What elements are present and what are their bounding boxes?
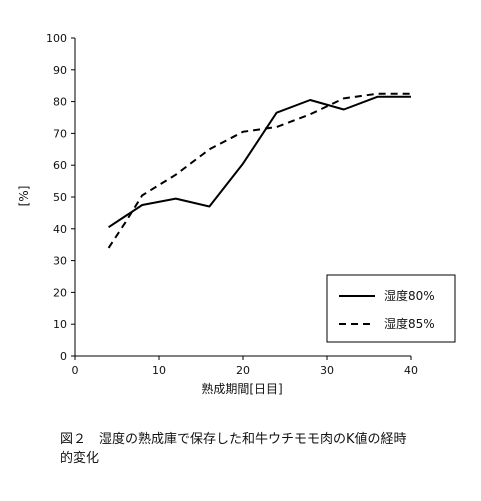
- y-tick-label: 70: [53, 127, 67, 140]
- figure-caption: 図２ 湿度の熟成庫で保存した和牛ウチモモ肉のK値の経時 的変化: [60, 430, 470, 468]
- series-line-2: [107, 92, 411, 249]
- x-axis-title: 熟成期間[日目]: [201, 381, 282, 396]
- ticks: 0 10 20 30 40 50 60 70 80 90 100 0 10 20 30 40: [46, 32, 418, 377]
- legend-label-2: 湿度85%: [384, 316, 435, 331]
- y-tick-label: 80: [53, 96, 67, 109]
- legend-label-1: 湿度80%: [384, 288, 435, 303]
- y-tick-label: 100: [46, 32, 67, 45]
- x-tick-label: 30: [320, 364, 334, 377]
- y-tick-label: 20: [53, 286, 67, 299]
- caption-line-1: 図２ 湿度の熟成庫で保存した和牛ウチモモ肉のK値の経時: [60, 432, 407, 447]
- y-axis-title: [%]: [17, 186, 31, 207]
- series-line-1: [108, 95, 411, 229]
- x-tick-label: 40: [404, 364, 418, 377]
- x-tick-label: 0: [72, 364, 79, 377]
- x-tick-label: 10: [152, 364, 166, 377]
- series-layer: [107, 92, 411, 249]
- y-tick-label: 40: [53, 223, 67, 236]
- y-tick-label: 60: [53, 159, 67, 172]
- legend-box: [326, 274, 456, 343]
- y-tick-label: 0: [60, 350, 67, 363]
- legend: 湿度80% 湿度85%: [326, 274, 456, 343]
- y-tick-label: 90: [53, 64, 67, 77]
- caption-line-2: 的変化: [60, 451, 100, 466]
- y-tick-label: 30: [53, 255, 67, 268]
- y-tick-label: 10: [53, 318, 67, 331]
- y-tick-label: 50: [53, 191, 67, 204]
- x-tick-label: 20: [236, 364, 250, 377]
